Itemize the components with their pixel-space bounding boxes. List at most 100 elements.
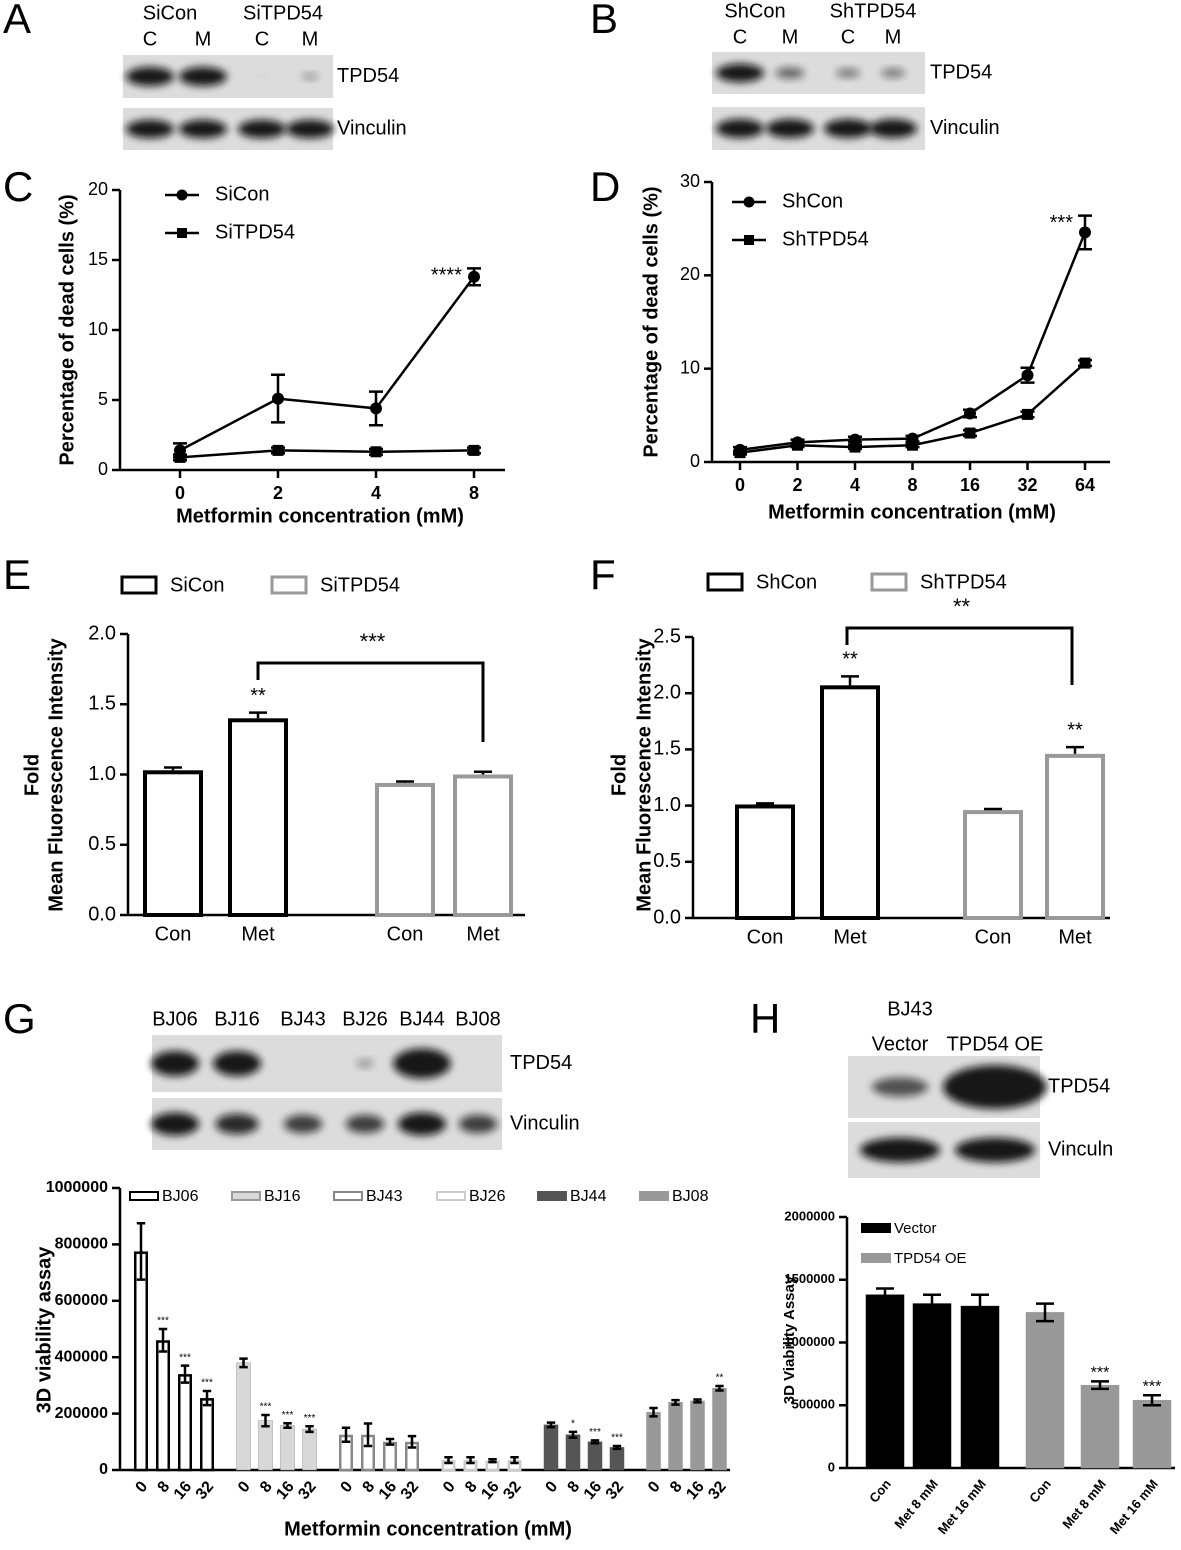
significance-label: *** <box>260 1402 272 1413</box>
data-point <box>468 270 480 283</box>
legend-label: SiTPD54 <box>215 221 295 243</box>
blot-band <box>238 119 286 139</box>
y-tick-label: 0 <box>98 459 108 479</box>
blot-band <box>716 119 764 138</box>
error-bar <box>671 1398 680 1406</box>
legend-swatch <box>861 1223 891 1233</box>
bar <box>1045 753 1105 920</box>
data-point <box>272 392 284 405</box>
x-tick-label: 0 <box>133 1478 152 1496</box>
blot-lane-label: TPD54 OE <box>947 1033 1044 1055</box>
blot-lane-label: M <box>885 26 902 48</box>
bar <box>156 1340 170 1472</box>
data-point <box>1021 369 1034 382</box>
x-tick-label: 16 <box>683 1478 708 1503</box>
bar <box>134 1251 148 1472</box>
error-bar <box>363 1422 373 1448</box>
data-point <box>272 444 284 456</box>
x-tick-label: 8 <box>155 1478 174 1496</box>
x-tick-label: 32 <box>398 1478 423 1503</box>
legend-swatch <box>706 572 744 592</box>
y-tick-label: 2000000 <box>784 1208 835 1223</box>
x-tick-label: Con <box>747 926 784 948</box>
error-bar <box>756 802 774 805</box>
error-bar <box>693 1398 702 1404</box>
x-axis-label: Metformin concentration (mM) <box>284 1518 572 1540</box>
error-bar <box>715 1384 724 1392</box>
data-point <box>734 447 746 459</box>
legend-swatch <box>870 572 908 592</box>
legend-label: ShTPD54 <box>782 228 869 250</box>
bar <box>668 1402 683 1471</box>
blot-lane-label: BJ26 <box>342 1008 388 1030</box>
x-tick-label: 16 <box>478 1478 503 1503</box>
y-axis-label: Mean Fluorescence Intensity <box>633 637 655 911</box>
significance-label: *** <box>360 629 386 654</box>
significance-label: ** <box>842 649 858 671</box>
y-tick-label: 10 <box>88 319 108 339</box>
y-axis-label: Fold <box>608 754 630 796</box>
y-tick-label: 0 <box>99 1461 108 1478</box>
blot-lane-label: C <box>733 26 747 48</box>
y-tick-label: 0 <box>690 451 700 471</box>
legend-swatch <box>861 1253 891 1263</box>
data-line <box>179 449 475 459</box>
blot-row-label: Vinculn <box>1048 1138 1113 1160</box>
blot-band <box>872 1077 928 1097</box>
error-bar <box>1143 1393 1161 1407</box>
y-tick-label: 2.0 <box>653 681 681 703</box>
x-tick-label: 4 <box>850 475 860 495</box>
bar <box>1080 1384 1120 1469</box>
significance-label: *** <box>282 1410 294 1421</box>
x-tick-label: 8 <box>257 1478 276 1496</box>
blot-lane-label: Vector <box>872 1033 929 1055</box>
legend-swatch <box>231 1191 261 1201</box>
bar <box>1025 1312 1065 1469</box>
blot-band <box>860 1137 940 1163</box>
blot-band <box>716 63 764 83</box>
bar <box>178 1374 192 1472</box>
significance-label: *** <box>589 1427 601 1438</box>
legend-marker <box>743 196 755 208</box>
significance-label: *** <box>157 1316 169 1327</box>
data-point <box>964 427 976 439</box>
error-bar <box>407 1434 417 1449</box>
blot-band <box>151 1050 199 1077</box>
y-axis-label: Fold <box>21 754 43 796</box>
significance-label: *** <box>201 1378 213 1389</box>
x-tick-label: Met 8 mM <box>1059 1476 1109 1531</box>
x-tick-label: Con <box>155 923 192 945</box>
x-tick-label: 64 <box>1075 475 1095 495</box>
blot-band <box>301 73 319 80</box>
data-point <box>849 441 861 453</box>
legend-swatch <box>333 1191 363 1201</box>
y-tick-label: 0 <box>828 1459 835 1474</box>
blot-band <box>766 119 814 138</box>
legend-label: BJ16 <box>264 1188 301 1205</box>
blot-title: BJ43 <box>887 998 933 1020</box>
blot-lane-label: BJ06 <box>152 1008 198 1030</box>
significance-label: **** <box>431 265 462 287</box>
bar <box>960 1305 1000 1469</box>
error-bar <box>474 770 492 775</box>
error-bar <box>984 807 1002 811</box>
error-bar <box>283 1421 292 1429</box>
y-tick-label: 0.0 <box>88 903 116 925</box>
blot-band <box>126 67 174 86</box>
x-tick-label: 16 <box>171 1478 196 1503</box>
y-tick-label: 0.0 <box>653 906 681 928</box>
x-tick-label: 16 <box>960 475 980 495</box>
data-point <box>964 407 976 420</box>
blot-group-label: ShTPD54 <box>830 0 917 22</box>
data-point <box>370 446 382 458</box>
x-tick-label: Con <box>975 926 1012 948</box>
y-tick-label: 1.0 <box>88 763 116 785</box>
error-bar <box>649 1406 658 1418</box>
significance-label: ** <box>250 685 266 707</box>
x-tick-label: 32 <box>295 1478 320 1503</box>
data-point <box>1079 357 1091 369</box>
blot-band <box>213 1050 261 1077</box>
panel-letter: B <box>590 0 618 42</box>
panel-letter: A <box>3 0 31 42</box>
data-point <box>1022 408 1033 420</box>
